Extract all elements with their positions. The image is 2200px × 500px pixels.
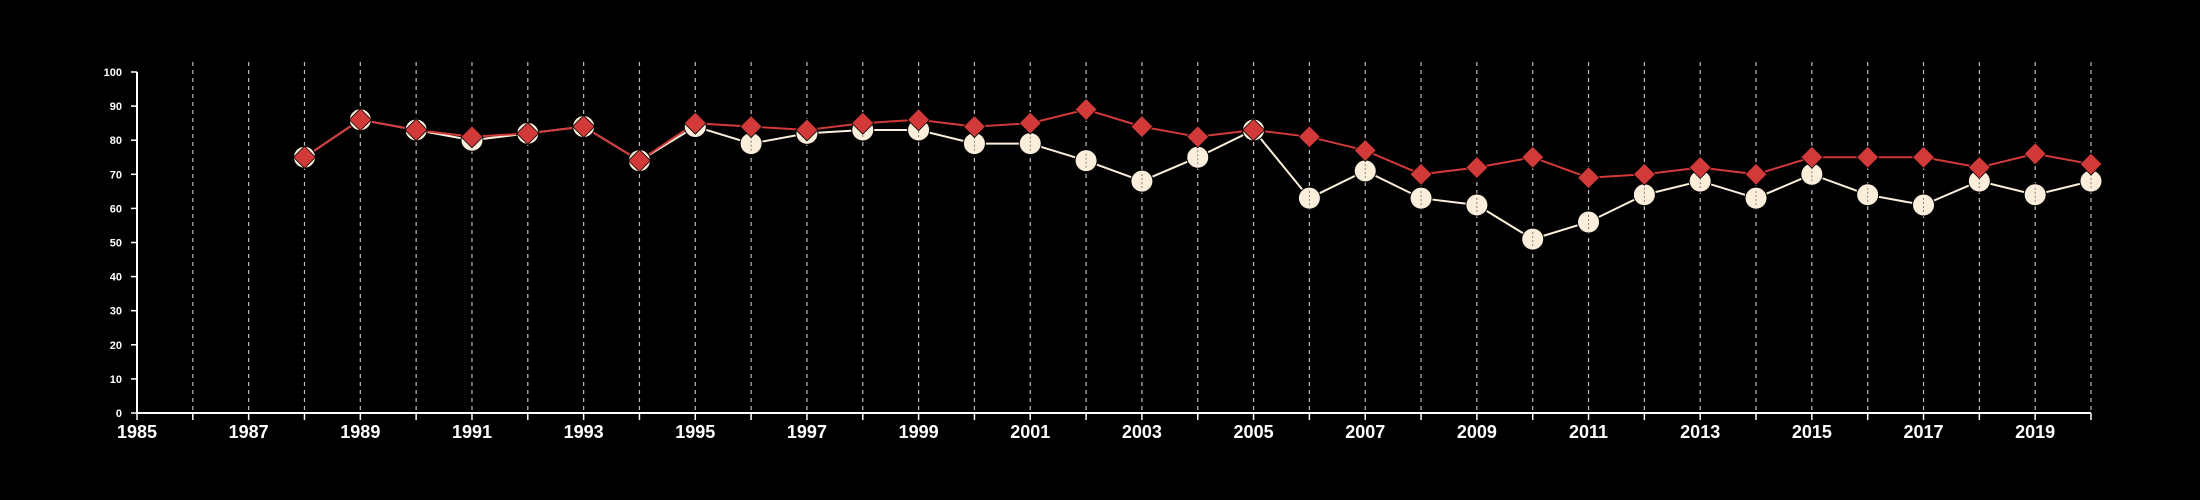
series-2-point [1074, 97, 1098, 122]
series-1-point [1465, 193, 1489, 217]
y-tick-label: 20 [110, 340, 122, 352]
series-1-point [1856, 183, 1880, 207]
x-tick-label: 2011 [1569, 422, 1608, 442]
y-tick-label: 70 [110, 169, 122, 181]
x-tick-label: 1985 [117, 422, 157, 442]
series-2-point [1632, 162, 1656, 186]
y-tick-label: 80 [110, 135, 122, 147]
y-tick-label: 40 [110, 272, 122, 284]
series-2-point [1465, 155, 1489, 180]
x-tick-label: 2005 [1234, 422, 1274, 442]
series-2-point [1409, 162, 1433, 186]
y-tick-label: 100 [104, 67, 122, 79]
series-1-point [1297, 186, 1321, 210]
series-markers [292, 97, 2103, 251]
series-2-point [1018, 111, 1042, 135]
series-2-point [795, 118, 819, 142]
series-2-point [1576, 166, 1601, 190]
x-tick-label: 2015 [1792, 422, 1832, 442]
x-tick-label: 1991 [452, 422, 492, 442]
series-1-point [1018, 132, 1042, 156]
series-2-point [683, 111, 707, 135]
series-1-point [1632, 183, 1656, 207]
series-2-point [1130, 114, 1154, 139]
series-2-point [2023, 142, 2047, 166]
series-1-point [1353, 159, 1377, 183]
series-2-point [1967, 155, 1991, 180]
axes [131, 71, 2092, 420]
series-2-point [907, 108, 931, 132]
vertical-grid [192, 62, 2092, 413]
series-1-point [1744, 186, 1768, 210]
series-1-point [1130, 169, 1154, 193]
series-1-point [1521, 227, 1545, 251]
series-2-point [1856, 145, 1880, 169]
x-tick-label: 2013 [1680, 422, 1720, 442]
series-2-point [1186, 125, 1210, 149]
series-2-point [1688, 155, 1712, 180]
x-tick-label: 2019 [2015, 422, 2055, 442]
series-2-point [1800, 145, 1824, 169]
series-2-point [572, 114, 596, 139]
x-tick-label: 2017 [1903, 422, 1943, 442]
series-2-point [1353, 138, 1377, 162]
y-tick-label: 10 [110, 374, 122, 386]
series-2-point [348, 108, 372, 132]
series-2-point [962, 114, 986, 139]
y-tick-label: 90 [110, 101, 122, 113]
series-1-point [1409, 186, 1433, 210]
series-2-point [1521, 145, 1545, 169]
x-tick-label: 1995 [675, 422, 715, 442]
series-1-point [1577, 210, 1601, 234]
x-tick-label: 1987 [229, 422, 269, 442]
x-tick-label: 2001 [1010, 422, 1050, 442]
y-tick-label: 50 [110, 238, 122, 250]
series-2-point [1911, 145, 1936, 169]
series-1-point [1074, 149, 1098, 173]
series-2-point [1242, 118, 1266, 142]
series-2-point [2079, 152, 2103, 176]
series-1-point [2023, 183, 2047, 207]
series-2-point [739, 114, 763, 139]
series-2-point [627, 149, 652, 173]
y-tick-label: 60 [110, 203, 122, 215]
series-2-point [460, 125, 484, 149]
x-tick-label: 2003 [1122, 422, 1162, 442]
series-1-point [1912, 193, 1936, 217]
x-tick-label: 1997 [787, 422, 827, 442]
y-tick-label: 30 [110, 306, 122, 318]
tick-labels: 0 10 20 30 40 50 60 70 80 90 100 1985 1987 1989 1991 19… [104, 67, 2056, 442]
series-1-point [1186, 145, 1210, 169]
y-tick-label: 0 [116, 408, 122, 420]
x-tick-label: 1993 [564, 422, 604, 442]
series-2-point [516, 121, 540, 145]
x-tick-label: 2009 [1457, 422, 1497, 442]
series-2-point [851, 111, 875, 135]
series-2-point [1297, 125, 1321, 149]
x-tick-label: 2007 [1345, 422, 1385, 442]
series-2-point [1744, 162, 1768, 186]
series-2-point [292, 145, 317, 169]
x-tick-label: 1989 [340, 422, 380, 442]
x-tick-label: 1999 [899, 422, 939, 442]
series-2-point [404, 118, 428, 142]
